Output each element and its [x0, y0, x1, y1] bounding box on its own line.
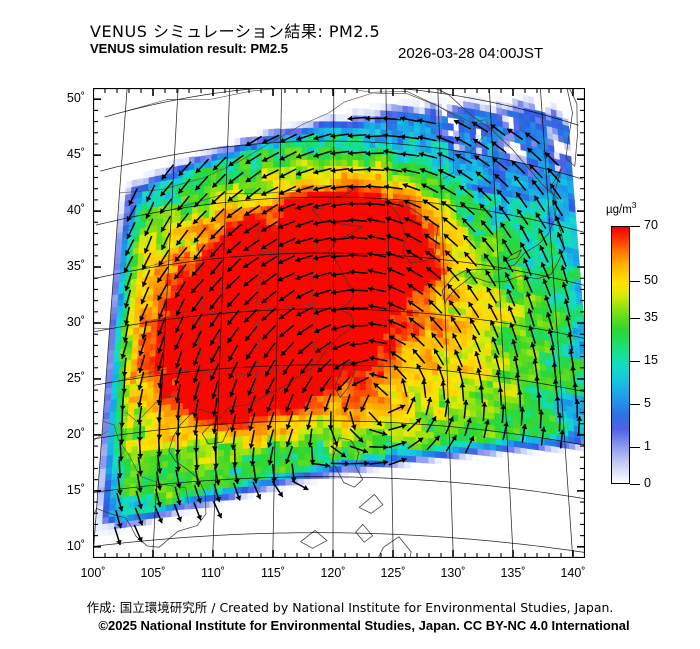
map-svg — [93, 88, 585, 558]
x-axis-tick-label: 120˚ — [320, 566, 346, 580]
y-axis-tick-label: 25˚ — [66, 370, 85, 385]
y-axis-tick-label: 50˚ — [66, 91, 85, 106]
y-axis-tick-label: 40˚ — [66, 203, 85, 218]
y-axis-tick-label: 30˚ — [66, 315, 85, 329]
colorbar-tick-label: 50 — [644, 273, 658, 288]
footer-license: ©2025 National Institute for Environment… — [0, 618, 700, 633]
colorbar-tick-mark — [630, 404, 640, 406]
page-title-japanese: VENUS シミュレーション結果: PM2.5 — [90, 22, 381, 41]
colorbar-unit-label: µg/m3 — [606, 200, 637, 216]
x-axis-tick-label: 130˚ — [440, 566, 466, 580]
wind-vector-layer — [113, 115, 583, 546]
x-axis-tick-label: 110˚ — [200, 566, 226, 580]
colorbar-tick-mark — [630, 484, 640, 485]
colorbar: µg/m3 70 50 35 15 5 1 0 — [606, 200, 696, 500]
y-axis-tick-label: 15˚ — [66, 482, 85, 497]
colorbar-tick-mark — [630, 281, 640, 283]
footer-credit-japanese: 作成: 国立環境研究所 / Created by National Instit… — [86, 600, 614, 615]
colorbar-gradient — [611, 226, 630, 484]
y-axis-tick-label: 20˚ — [66, 426, 85, 441]
colorbar-tick-mark — [630, 317, 640, 319]
timestamp-label: 2026-03-28 04:00JST — [398, 45, 544, 62]
x-axis-tick-label: 135˚ — [500, 566, 526, 580]
colorbar-tick-mark — [630, 361, 640, 363]
x-axis-tick-label: 100˚ — [80, 566, 106, 580]
footer-license-text: ©2025 National Institute for Environment… — [98, 618, 630, 633]
colorbar-tick-label: 70 — [644, 218, 658, 232]
page-title-english: VENUS simulation result: PM2.5 — [90, 41, 288, 56]
x-axis-tick-label: 115˚ — [260, 566, 286, 580]
colorbar-tick-mark — [630, 446, 640, 448]
coastline-layer — [93, 88, 578, 558]
colorbar-tick-label: 15 — [644, 353, 658, 368]
x-axis-tick-label: 125˚ — [380, 566, 406, 580]
y-axis-tick-label: 10˚ — [66, 538, 85, 553]
x-axis-tick-label: 105˚ — [140, 566, 166, 580]
graticule-layer — [93, 88, 585, 558]
map-plot-area — [93, 88, 585, 558]
colorbar-tick-mark — [630, 226, 640, 227]
colorbar-tick-label: 0 — [644, 476, 651, 490]
y-axis-tick-label: 45˚ — [66, 147, 85, 162]
colorbar-tick-label: 35 — [644, 309, 658, 324]
x-axis-tick-label: 140˚ — [560, 566, 586, 580]
y-axis-tick-label: 35˚ — [66, 259, 85, 274]
colorbar-tick-label: 5 — [644, 396, 651, 411]
colorbar-tick-label: 1 — [644, 438, 651, 453]
